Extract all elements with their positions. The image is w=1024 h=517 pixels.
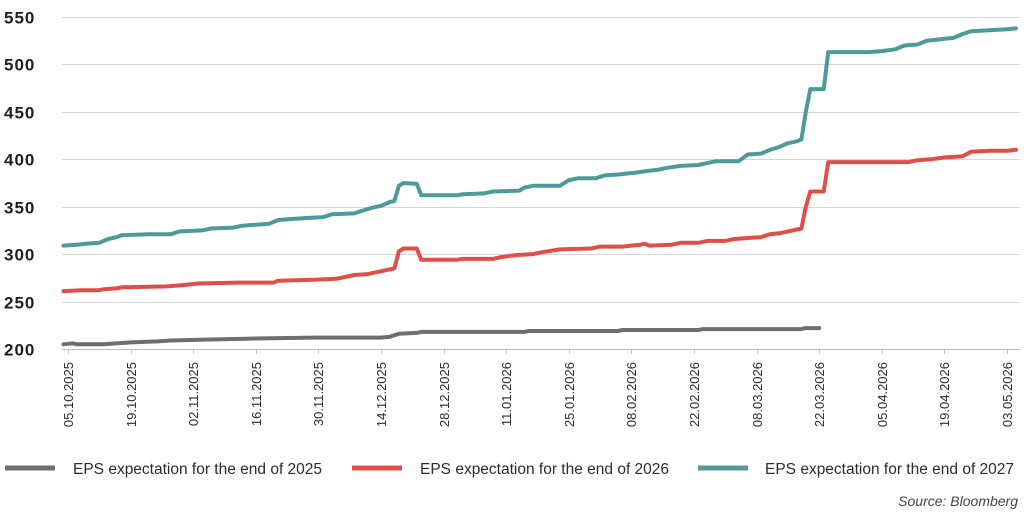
x-tick-label: 08.02.2026 bbox=[624, 362, 639, 427]
source-note: Source: Bloomberg bbox=[898, 493, 1018, 509]
series-line-2026 bbox=[61, 147, 1018, 294]
x-tick-label: 03.05.2026 bbox=[1000, 362, 1015, 427]
legend-item-2025: EPS expectation for the end of 2025 bbox=[5, 461, 322, 478]
y-tick-label: 450 bbox=[4, 104, 35, 123]
y-axis-labels: 200 250 300 350 400 450 500 550 bbox=[4, 9, 35, 360]
y-tick-label: 250 bbox=[4, 294, 35, 313]
x-tick-label: 05.10.2025 bbox=[61, 362, 76, 427]
legend: EPS expectation for the end of 2025 EPS … bbox=[5, 461, 1014, 478]
x-tick-label: 11.01.2026 bbox=[499, 362, 514, 426]
x-tick-label: 19.04.2026 bbox=[937, 362, 952, 427]
legend-item-2026: EPS expectation for the end of 2026 bbox=[352, 461, 669, 478]
y-tick-label: 400 bbox=[4, 151, 35, 170]
legend-item-2027: EPS expectation for the end of 2027 bbox=[698, 461, 1014, 478]
y-gridlines bbox=[62, 17, 1020, 350]
x-tick-label: 28.12.2025 bbox=[437, 362, 452, 427]
x-tick-label: 05.04.2026 bbox=[875, 362, 890, 427]
x-tick-label: 19.10.2025 bbox=[124, 362, 139, 427]
y-tick-label: 200 bbox=[4, 341, 35, 360]
y-tick-label: 300 bbox=[4, 246, 35, 265]
legend-label-2026: EPS expectation for the end of 2026 bbox=[420, 461, 669, 478]
x-tick-label: 02.11.2025 bbox=[186, 362, 201, 426]
series-lines bbox=[61, 26, 1018, 347]
x-tick-label: 22.02.2026 bbox=[687, 362, 702, 427]
x-tick-label: 22.03.2026 bbox=[812, 362, 827, 427]
y-tick-label: 500 bbox=[4, 56, 35, 75]
x-tick-label: 30.11.2025 bbox=[311, 362, 326, 426]
x-tick-label: 14.12.2025 bbox=[374, 362, 389, 427]
x-tick-label: 08.03.2026 bbox=[750, 362, 765, 427]
y-tick-label: 550 bbox=[4, 9, 35, 28]
legend-label-2027: EPS expectation for the end of 2027 bbox=[765, 461, 1014, 478]
y-tick-label: 350 bbox=[4, 199, 35, 218]
x-tick-label: 25.01.2026 bbox=[562, 362, 577, 427]
series-line-2025 bbox=[61, 326, 822, 347]
legend-label-2025: EPS expectation for the end of 2025 bbox=[73, 461, 322, 478]
series-line-2027 bbox=[61, 26, 1018, 248]
x-tick-label: 16.11.2025 bbox=[249, 362, 264, 426]
x-axis: 05.10.2025 19.10.2025 02.11.2025 16.11.2025… bbox=[61, 349, 1015, 427]
